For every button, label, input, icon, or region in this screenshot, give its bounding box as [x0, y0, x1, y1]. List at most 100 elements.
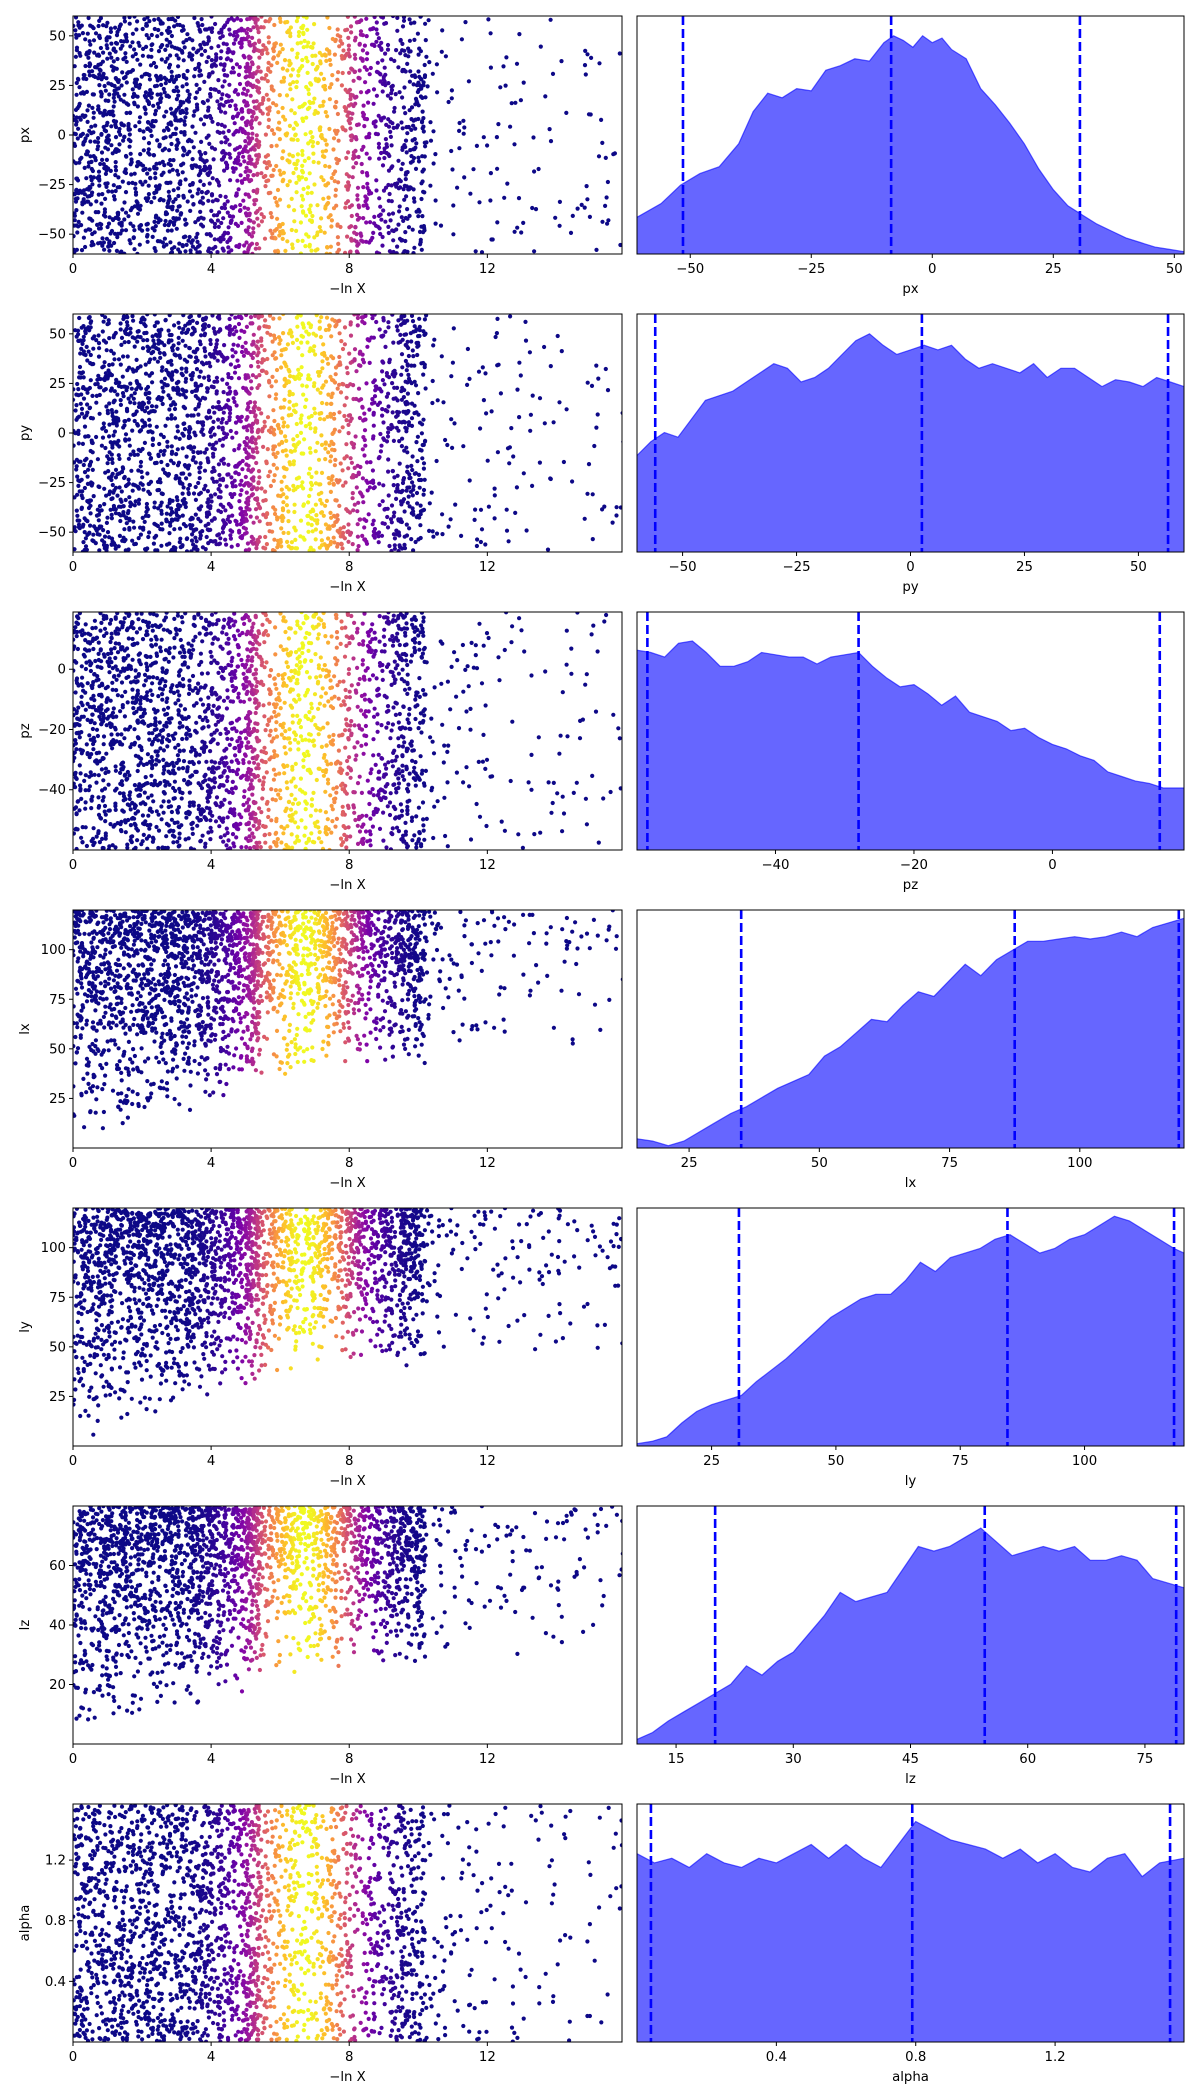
scatter-point — [226, 398, 231, 403]
scatter-point — [232, 448, 237, 453]
scatter-point — [335, 235, 340, 240]
scatter-point — [346, 466, 351, 471]
scatter-point — [369, 314, 374, 317]
scatter-point — [180, 244, 185, 249]
scatter-point — [202, 164, 207, 169]
scatter-point — [256, 428, 261, 433]
scatter-point — [371, 380, 376, 385]
scatter-point — [316, 160, 321, 165]
scatter-point — [204, 59, 209, 64]
scatter-point — [397, 543, 402, 548]
scatter-point — [116, 175, 121, 180]
scatter-point — [349, 30, 354, 35]
scatter-point — [212, 410, 217, 415]
scatter-point — [266, 124, 271, 130]
scatter-point — [530, 483, 535, 488]
scatter-point — [461, 131, 466, 136]
scatter-point — [421, 461, 427, 466]
scatter-point — [208, 506, 213, 511]
scatter-point — [234, 29, 239, 35]
scatter-point — [163, 47, 168, 53]
scatter-point — [266, 474, 271, 479]
scatter-point — [377, 481, 382, 486]
scatter-point — [196, 412, 201, 417]
scatter-point — [259, 25, 264, 30]
scatter-point — [411, 548, 416, 552]
scatter-point — [153, 112, 158, 117]
scatter-point — [288, 374, 293, 379]
scatter-point — [359, 147, 364, 152]
scatter-point — [347, 510, 353, 515]
scatter-point — [240, 458, 245, 464]
scatter-point — [219, 122, 224, 127]
scatter-point — [407, 485, 412, 490]
scatter-point — [270, 374, 275, 379]
scatter-point — [101, 421, 106, 426]
scatter-point — [221, 67, 226, 73]
scatter-point — [143, 547, 148, 552]
scatter-point — [414, 141, 419, 146]
scatter-point — [301, 31, 306, 36]
scatter-point — [126, 121, 131, 127]
scatter-point — [151, 338, 156, 343]
scatter-point — [550, 71, 556, 76]
scatter-point — [467, 376, 472, 381]
scatter-point — [145, 98, 150, 103]
scatter-point — [123, 210, 129, 215]
scatter-point — [347, 54, 352, 59]
scatter-point — [103, 88, 108, 93]
scatter-point — [399, 372, 404, 377]
scatter-point — [174, 53, 179, 58]
scatter-point — [229, 314, 234, 317]
scatter-point — [119, 489, 124, 494]
scatter-point — [237, 65, 242, 70]
scatter-point — [401, 67, 407, 73]
scatter-point — [133, 93, 138, 98]
scatter-point — [366, 88, 371, 94]
scatter-point — [273, 379, 279, 384]
scatter-point — [105, 20, 110, 25]
scatter-point — [477, 200, 482, 205]
scatter-point — [321, 99, 326, 104]
scatter-point — [171, 400, 176, 405]
scatter-point — [73, 234, 76, 239]
scatter-point — [212, 329, 217, 334]
scatter-point — [111, 433, 116, 438]
scatter-point — [398, 339, 403, 344]
scatter-point — [351, 445, 356, 450]
scatter-point — [75, 474, 80, 479]
scatter-point — [246, 225, 251, 230]
scatter-point — [398, 51, 403, 56]
scatter-point — [73, 196, 78, 201]
scatter-point — [405, 391, 410, 396]
scatter-point — [417, 83, 423, 88]
scatter-point — [249, 436, 254, 441]
scatter-point — [318, 497, 323, 503]
scatter-point — [386, 224, 391, 229]
scatter-point — [229, 58, 234, 63]
scatter-point — [162, 376, 168, 381]
scatter-point — [176, 379, 181, 384]
scatter-point — [339, 339, 344, 344]
scatter-point — [326, 543, 331, 549]
scatter-point — [402, 509, 407, 514]
scatter-point — [152, 166, 157, 171]
scatter-point — [244, 30, 249, 36]
scatter-point — [548, 139, 554, 144]
scatter-point — [253, 314, 258, 318]
scatter-point — [127, 443, 132, 448]
scatter-point — [141, 338, 146, 343]
scatter-point — [87, 39, 92, 44]
scatter-point — [233, 37, 238, 42]
scatter-point — [420, 456, 425, 461]
scatter-point — [481, 135, 486, 140]
scatter-point — [152, 228, 157, 233]
scatter-point — [110, 109, 115, 114]
scatter-point — [120, 70, 125, 75]
scatter-point — [104, 404, 109, 409]
scatter-point — [173, 197, 178, 202]
scatter-point — [151, 541, 156, 546]
scatter-point — [316, 373, 322, 378]
scatter-point — [268, 190, 273, 195]
scatter-point — [287, 63, 292, 68]
